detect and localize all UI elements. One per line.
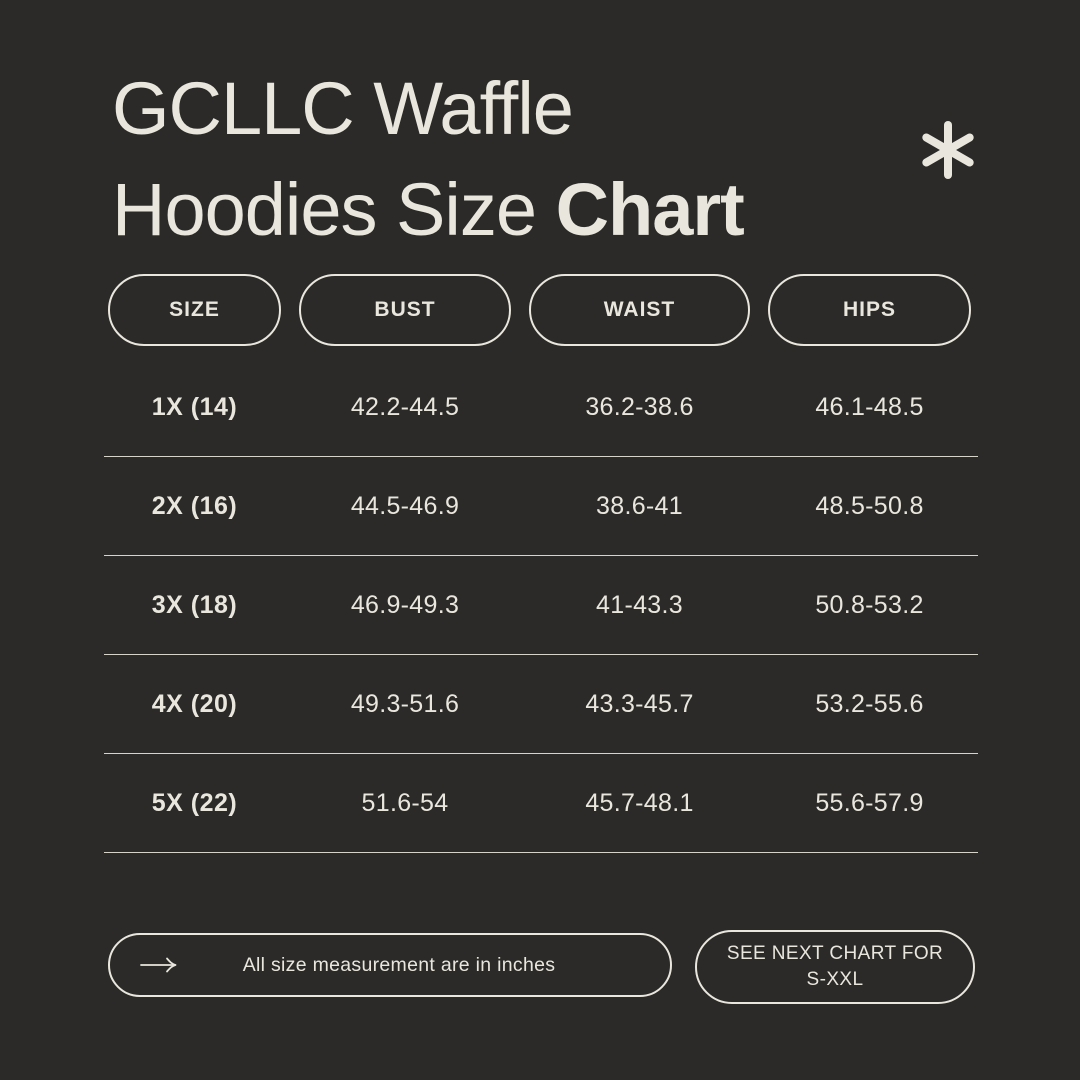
title-chart-word: Chart [555,168,745,251]
bust-cell: 42.2-44.5 [350,392,460,421]
waist-cell: 43.3-45.7 [585,689,694,718]
asterisk-icon [916,118,980,182]
table-row: 3X (18) 46.9-49.3 41-43.3 50.8-53.2 [104,556,978,655]
bust-cell: 51.6-54 [361,788,449,817]
table-row: 5X (22) 51.6-54 45.7-48.1 55.6-57.9 [104,754,978,853]
size-cell: 4X (20) [151,689,238,718]
hips-cell: 48.5-50.8 [815,491,924,520]
units-note-pill: All size measurement are in inches [108,933,672,997]
column-header-hips: HIPS [768,274,971,346]
hips-cell: 50.8-53.2 [815,590,924,619]
bust-cell: 44.5-46.9 [350,491,460,520]
table-header-row: SIZE BUST WAIST HIPS [108,274,971,346]
waist-cell: 36.2-38.6 [585,392,694,421]
waist-cell: 38.6-41 [596,491,683,520]
column-header-bust: BUST [299,274,511,346]
units-note-text: All size measurement are in inches [242,953,556,976]
size-cell: 2X (16) [151,491,238,520]
hips-cell: 55.6-57.9 [815,788,924,817]
table-row: 1X (14) 42.2-44.5 36.2-38.6 46.1-48.5 [104,358,978,457]
next-chart-pill: SEE NEXT CHART FOR S-XXL [695,930,975,1004]
waist-cell: 41-43.3 [596,590,683,619]
column-header-waist: WAIST [529,274,750,346]
table-row: 4X (20) 49.3-51.6 43.3-45.7 53.2-55.6 [104,655,978,754]
column-header-size: SIZE [108,274,281,346]
page-title: GCLLC Waffle Hoodies Size Chart [112,58,745,260]
bust-cell: 49.3-51.6 [350,689,460,718]
size-table: 1X (14) 42.2-44.5 36.2-38.6 46.1-48.5 2X… [104,358,978,853]
table-row: 2X (16) 44.5-46.9 38.6-41 48.5-50.8 [104,457,978,556]
waist-cell: 45.7-48.1 [585,788,694,817]
title-line-2: Hoodies Size Chart [112,168,745,251]
size-cell: 5X (22) [151,788,238,817]
bust-cell: 46.9-49.3 [350,590,460,619]
size-cell: 3X (18) [151,590,238,619]
hips-cell: 53.2-55.6 [815,689,924,718]
title-line-1: GCLLC Waffle [112,67,574,150]
hips-cell: 46.1-48.5 [815,392,924,421]
right-arrow-icon [140,956,178,974]
size-cell: 1X (14) [151,392,238,421]
